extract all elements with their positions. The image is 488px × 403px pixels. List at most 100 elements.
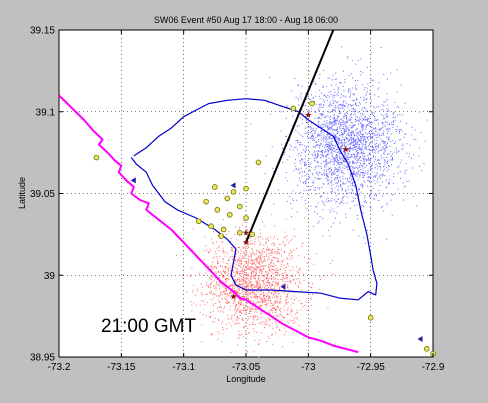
cloud-point	[317, 154, 319, 156]
cloud-point	[279, 243, 281, 245]
cloud-point	[272, 266, 274, 268]
cloud-point	[331, 172, 333, 174]
cloud-point	[346, 127, 348, 129]
cloud-point	[245, 291, 247, 293]
cloud-point	[295, 140, 297, 141]
mooring-point	[290, 105, 297, 112]
cloud-point	[343, 143, 345, 145]
cloud-point	[264, 294, 266, 296]
cloud-point	[265, 281, 267, 283]
cloud-point	[332, 208, 334, 210]
cloud-point	[242, 299, 244, 301]
cloud-point	[339, 126, 341, 128]
cloud-point	[223, 311, 224, 313]
cloud-point	[383, 141, 385, 143]
cloud-point	[327, 180, 329, 182]
cloud-point	[248, 282, 250, 284]
cloud-point	[321, 129, 323, 131]
cloud-point	[335, 120, 337, 122]
cloud-point	[210, 268, 212, 270]
cloud-point	[213, 279, 215, 281]
cloud-point	[332, 124, 334, 126]
cloud-point	[317, 162, 319, 163]
cloud-point	[264, 172, 266, 174]
cloud-point	[359, 132, 361, 134]
cloud-point	[396, 105, 398, 107]
cloud-point	[392, 183, 394, 184]
cloud-point	[348, 104, 350, 106]
cloud-point	[291, 254, 293, 256]
cloud-point	[349, 151, 350, 152]
cloud-point	[392, 116, 394, 118]
cloud-point	[286, 296, 288, 298]
cloud-point	[269, 282, 270, 283]
cloud-point	[341, 133, 343, 134]
cloud-point	[402, 199, 404, 201]
cloud-point	[305, 167, 307, 169]
cloud-point	[381, 175, 383, 177]
cloud-point	[257, 296, 259, 298]
cloud-point	[257, 301, 259, 303]
cloud-point	[357, 143, 359, 145]
cloud-point	[328, 167, 330, 169]
cloud-point	[327, 126, 328, 128]
cloud-point	[289, 289, 290, 291]
cloud-point	[335, 72, 337, 74]
cloud-point	[261, 301, 263, 303]
cloud-point	[287, 307, 289, 309]
cloud-point	[250, 273, 252, 275]
cloud-point	[326, 145, 328, 147]
cloud-point	[243, 272, 245, 273]
cloud-point	[259, 277, 261, 279]
cloud-point	[224, 273, 226, 274]
cloud-point	[380, 149, 382, 151]
cloud-point	[246, 235, 248, 237]
cloud-point	[394, 143, 395, 144]
cloud-point	[303, 256, 305, 258]
cloud-point	[260, 284, 262, 286]
cloud-point	[350, 127, 352, 129]
cloud-point	[254, 259, 256, 261]
cloud-point	[302, 158, 304, 160]
cloud-point	[323, 146, 325, 148]
cloud-point	[214, 266, 216, 268]
cloud-point	[334, 118, 336, 120]
cloud-point	[329, 111, 331, 113]
cloud-point	[332, 99, 334, 101]
cloud-point	[262, 251, 264, 252]
cloud-point	[334, 147, 336, 149]
cloud-point	[253, 274, 255, 276]
cloud-point	[339, 152, 341, 154]
cloud-point	[235, 260, 237, 262]
cloud-point	[237, 270, 239, 272]
cloud-point	[249, 243, 251, 245]
cloud-point	[375, 176, 376, 178]
cloud-point	[244, 287, 246, 289]
cloud-point	[350, 73, 352, 75]
cloud-point	[333, 89, 335, 91]
cloud-point	[367, 177, 369, 179]
cloud-point	[289, 149, 291, 151]
cloud-point	[320, 133, 322, 135]
cloud-point	[357, 158, 359, 160]
cloud-point	[286, 235, 288, 237]
cloud-point	[373, 79, 375, 81]
cloud-point	[335, 107, 337, 109]
cloud-point	[229, 293, 231, 295]
cloud-point	[289, 279, 291, 281]
cloud-point	[332, 120, 334, 122]
cloud-point	[330, 144, 332, 146]
cloud-point	[385, 150, 387, 152]
cloud-point	[207, 285, 209, 287]
cloud-point	[352, 197, 354, 199]
cloud-point	[239, 284, 241, 285]
cloud-point	[337, 160, 339, 162]
cloud-point	[323, 120, 325, 122]
cloud-point	[362, 71, 364, 73]
cloud-point	[366, 133, 368, 135]
cloud-point	[260, 287, 262, 289]
cloud-point	[335, 151, 337, 153]
cloud-point	[339, 203, 341, 205]
blue-track	[130, 98, 378, 301]
cloud-point	[323, 94, 325, 96]
